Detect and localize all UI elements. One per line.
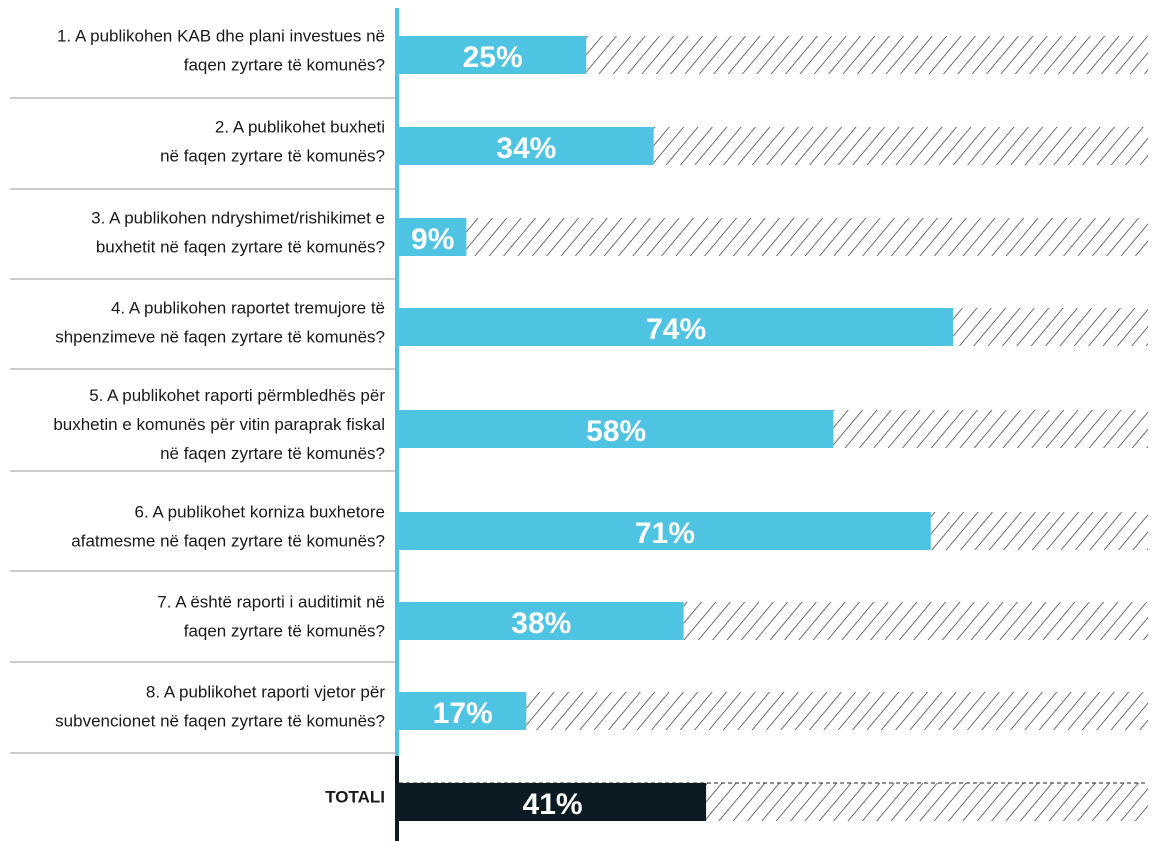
value-label: 25% — [463, 41, 523, 74]
axis-line — [395, 8, 399, 756]
value-label: 34% — [496, 132, 556, 165]
value-label: 58% — [586, 415, 646, 448]
hatch-remainder — [653, 127, 1148, 165]
category-label: 8. A publikohet raporti vjetor për subven… — [55, 683, 385, 731]
bar — [399, 410, 834, 448]
bar — [399, 692, 527, 730]
category-label: 6. A publikohet korniza buxhetore afatmes… — [71, 503, 385, 551]
category-line: 4. A publikohen raportet tremujore të — [111, 299, 385, 318]
category-line: 7. A është raporti i auditimit në — [157, 593, 385, 612]
value-label: 38% — [511, 607, 571, 640]
value-label: 9% — [411, 223, 454, 256]
value-label: 41% — [523, 788, 583, 821]
category-label: 7. A është raporti i auditimit në faqen z… — [157, 593, 385, 641]
category-label: 4. A publikohen raportet tremujore të shp… — [55, 299, 385, 347]
axis-line-total — [395, 756, 399, 841]
value-label: 17% — [433, 697, 493, 730]
hatch-remainder — [706, 783, 1148, 821]
category-line: 5. A publikohet raporti përmbledhës për — [89, 386, 385, 405]
category-label: 1. A publikohen KAB dhe plani investues … — [57, 27, 385, 75]
category-line: subvencionet në faqen zyrtare të komunës… — [55, 712, 385, 731]
category-label: 3. A publikohen ndryshimet/rishikimet e b… — [91, 209, 385, 257]
hatch-remainder — [526, 692, 1148, 730]
bar — [399, 127, 654, 165]
category-line: në faqen zyrtare të komunës? — [160, 444, 385, 463]
category-line: 3. A publikohen ndryshimet/rishikimet e — [91, 209, 385, 228]
hatch-remainder — [953, 308, 1148, 346]
category-line: faqen zyrtare të komunës? — [184, 56, 385, 75]
category-line: afatmesme në faqen zyrtare të komunës? — [71, 532, 385, 551]
hatch-remainder — [466, 218, 1148, 256]
category-line: në faqen zyrtare të komunës? — [160, 147, 385, 166]
bar — [399, 308, 954, 346]
hatch-remainder — [930, 512, 1148, 550]
bar — [399, 783, 707, 821]
category-line: faqen zyrtare të komunës? — [184, 622, 385, 641]
hatch-remainder — [586, 36, 1148, 74]
hatch-remainder — [833, 410, 1148, 448]
bar — [399, 512, 931, 550]
bar — [399, 36, 587, 74]
category-line: 8. A publikohet raporti vjetor për — [146, 683, 385, 702]
category-line: shpenzimeve në faqen zyrtare të komunës? — [55, 328, 385, 347]
category-line: 2. A publikohet buxheti — [215, 118, 385, 137]
category-label: 5. A publikohet raporti përmbledhës për b… — [53, 386, 385, 463]
category-line: buxhetit në faqen zyrtare të komunës? — [96, 238, 385, 257]
value-label: 74% — [646, 313, 706, 346]
category-label: 2. A publikohet buxheti në faqen zyrtare … — [160, 118, 385, 166]
bar — [399, 602, 684, 640]
hatch-remainder — [683, 602, 1148, 640]
bar — [399, 218, 467, 256]
category-line: buxhetin e komunës për vitin paraprak fi… — [53, 415, 385, 434]
category-line: 1. A publikohen KAB dhe plani investues … — [57, 27, 385, 46]
category-line: 6. A publikohet korniza buxhetore — [135, 503, 385, 522]
total-label: TOTALI — [325, 787, 385, 806]
value-label: 71% — [635, 517, 695, 550]
